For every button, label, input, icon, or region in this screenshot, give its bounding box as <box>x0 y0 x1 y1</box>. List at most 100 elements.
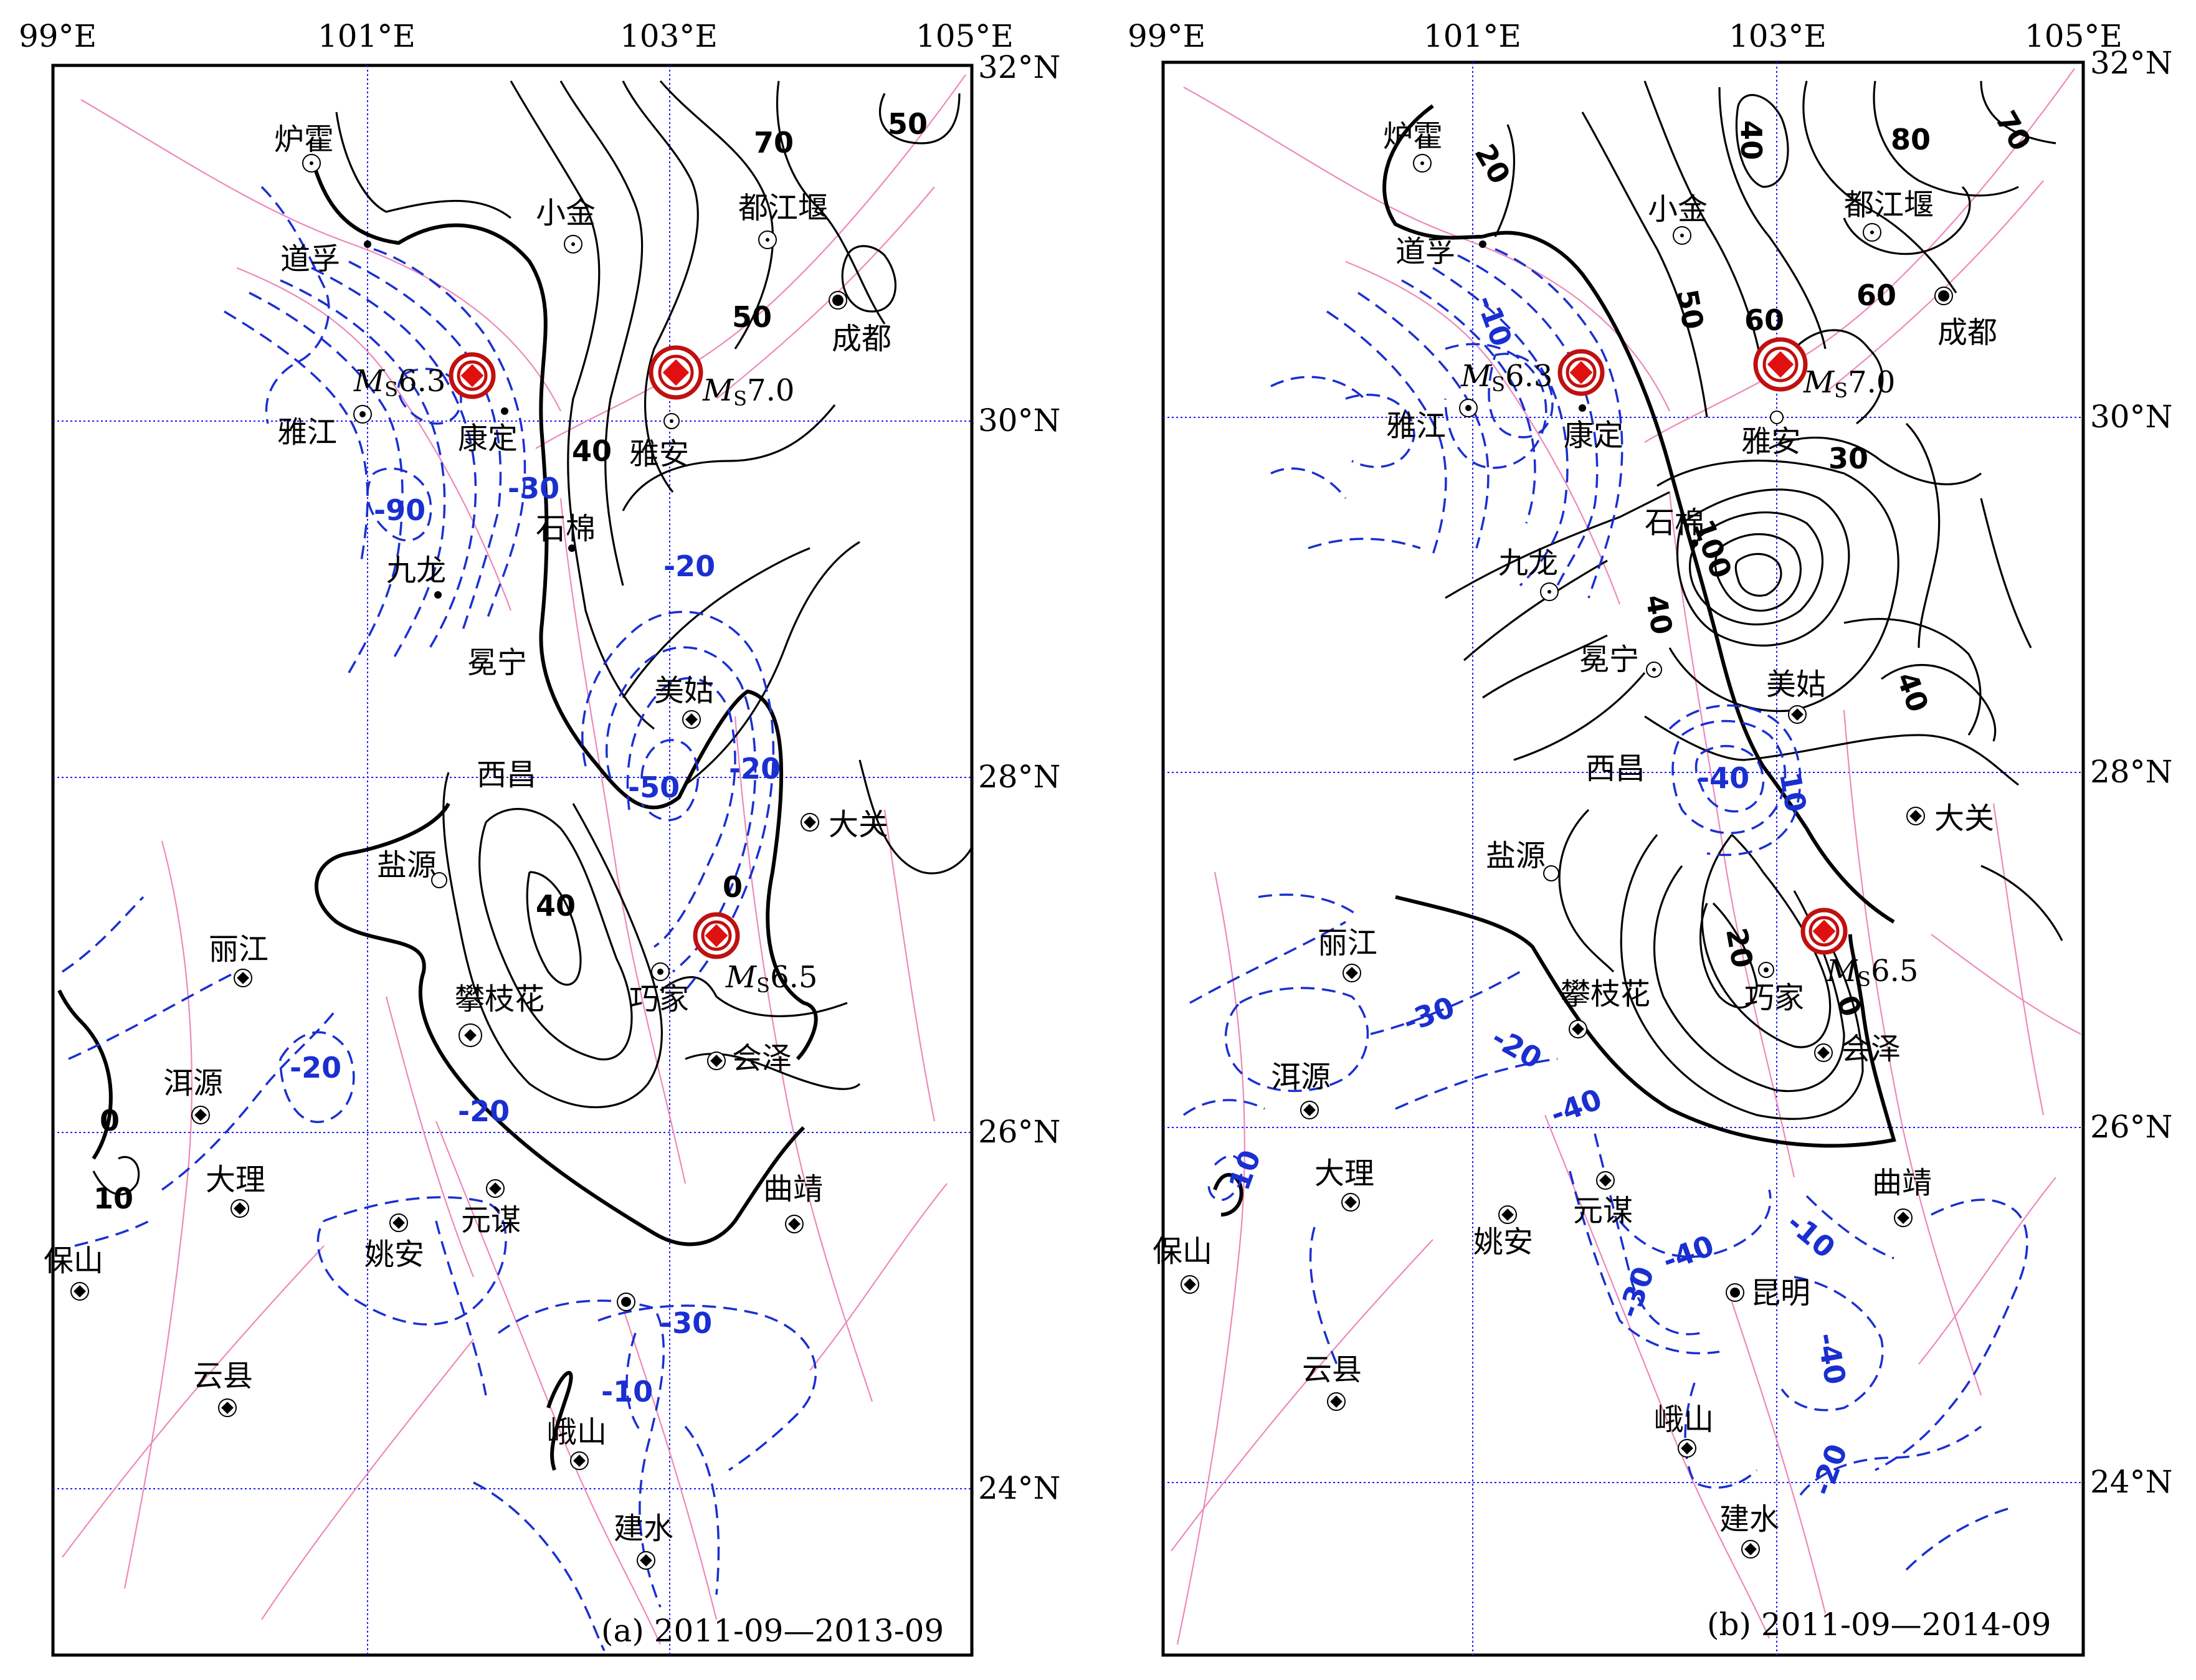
city-marker: 道孚 <box>280 240 371 277</box>
panel-a-positive-contours <box>57 80 973 1471</box>
panel-b-frame <box>1161 60 2085 1657</box>
city-marker: 大理 <box>206 1162 265 1218</box>
city-marker: 会泽 <box>707 1041 792 1076</box>
city-marker: 大关 <box>1906 801 1994 836</box>
city-marker: 雅江 <box>1386 399 1478 444</box>
svg-text:小金: 小金 <box>1648 192 1708 227</box>
svg-text:九龙: 九龙 <box>386 553 446 588</box>
contour-label: -20 <box>729 752 781 785</box>
earthquake-marker: MS7.0 <box>1753 337 1895 402</box>
svg-text:元谋: 元谋 <box>1573 1194 1633 1228</box>
panel-a-caption: (a) 2011-09—2013-09 <box>601 1613 944 1649</box>
svg-text:大关: 大关 <box>1934 801 1994 836</box>
panel-b-grid <box>1163 62 2083 1655</box>
city-marker: 攀枝花 <box>455 982 544 1047</box>
city-marker: 西昌 <box>477 757 536 792</box>
panel-a: 70 50 50 40 40 0 0 10 -30 -90 -20 -20 -5… <box>19 18 1060 1657</box>
svg-text:曲靖: 曲靖 <box>763 1172 823 1207</box>
panel-b-cities: 炉霍 道孚 小金 都江堰 成都 雅江 康定 雅安 石棉 九龙 冕宁 美姑 西昌 … <box>1153 119 1997 1559</box>
panel-a-earthquakes: MS6.3 MS7.0 MS6.5 <box>353 345 817 997</box>
city-marker: 小金 <box>536 196 596 254</box>
contour-label: -20 <box>458 1094 510 1128</box>
contour-label: -40 <box>1698 761 1749 795</box>
svg-text:雅江: 雅江 <box>1386 409 1446 444</box>
svg-text:MS6.3: MS6.3 <box>353 364 445 401</box>
svg-text:云县: 云县 <box>1302 1352 1362 1387</box>
lat-label: 28°N <box>978 759 1060 795</box>
city-marker: 道孚 <box>1395 234 1486 269</box>
svg-text:炉霍: 炉霍 <box>274 122 334 157</box>
panel-a-frame <box>51 64 974 1657</box>
svg-text:保山: 保山 <box>44 1243 103 1278</box>
panel-b-caption: (b) 2011-09—2014-09 <box>1707 1606 2051 1643</box>
svg-text:盐源: 盐源 <box>1486 838 1546 873</box>
contour-label: 20 <box>1719 926 1759 971</box>
city-marker: 冕宁 <box>1579 642 1662 678</box>
lat-label: 26°N <box>2090 1109 2172 1145</box>
earthquake-marker: MS6.3 <box>1460 349 1605 396</box>
svg-text:成都: 成都 <box>832 321 891 356</box>
svg-text:康定: 康定 <box>458 421 518 456</box>
city-marker: 小金 <box>1648 192 1708 245</box>
city-marker: 炉霍 <box>1383 119 1443 173</box>
svg-text:小金: 小金 <box>536 196 596 230</box>
svg-text:康定: 康定 <box>1564 418 1623 453</box>
contour-label: 40 <box>572 434 612 468</box>
svg-text:建水: 建水 <box>614 1511 673 1546</box>
city-marker: 保山 <box>44 1243 103 1301</box>
svg-text:会泽: 会泽 <box>732 1041 792 1076</box>
city-marker: 洱源 <box>163 1066 223 1124</box>
svg-text:MS6.5: MS6.5 <box>1826 954 1918 991</box>
city-marker: 康定 <box>1564 404 1623 453</box>
svg-text:大关: 大关 <box>829 807 888 842</box>
svg-text:冕宁: 冕宁 <box>467 645 527 680</box>
city-marker: 成都 <box>1934 287 1997 350</box>
city-marker: 西昌 <box>1585 751 1645 786</box>
city-marker: 曲靖 <box>763 1172 823 1233</box>
svg-text:九龙: 九龙 <box>1498 546 1558 581</box>
city-marker: 九龙 <box>1498 546 1559 601</box>
city-marker: 九龙 <box>386 553 446 599</box>
city-marker: 美姑 <box>1766 667 1826 724</box>
panel-a-negative-contours <box>62 186 817 1651</box>
contour-label: -90 <box>374 493 425 527</box>
svg-text:峨山: 峨山 <box>547 1415 607 1450</box>
city-marker: 大理 <box>1314 1156 1374 1212</box>
contour-label: 0 <box>100 1104 120 1137</box>
city-marker: 巧家 <box>1744 962 1804 1015</box>
svg-text:攀枝花: 攀枝花 <box>1561 977 1650 1012</box>
svg-text:冕宁: 冕宁 <box>1579 642 1639 677</box>
city-marker: 盐源 <box>377 848 447 888</box>
contour-label: 40 <box>1639 592 1679 637</box>
lon-label: 103°E <box>1729 18 1827 54</box>
svg-text:昆明: 昆明 <box>1751 1276 1810 1311</box>
svg-text:曲靖: 曲靖 <box>1872 1165 1932 1200</box>
contour-label: 60 <box>1744 303 1784 337</box>
city-marker: 美姑 <box>654 673 714 729</box>
svg-text:成都: 成都 <box>1937 315 1997 350</box>
contour-label: 60 <box>1856 278 1896 312</box>
lon-label: 101°E <box>1424 18 1521 54</box>
city-marker: 元谋 <box>1573 1171 1633 1228</box>
city-marker: 康定 <box>458 407 518 456</box>
svg-text:巧家: 巧家 <box>629 982 689 1017</box>
panel-b-positive-contours <box>1213 80 2063 1217</box>
lat-label: 24°N <box>2090 1464 2172 1500</box>
svg-text:大理: 大理 <box>1314 1156 1374 1191</box>
panel-a-cities: 炉霍 道孚 小金 都江堰 成都 雅江 康定 雅安 石棉 九龙 冕宁 美姑 西昌 … <box>44 122 891 1570</box>
contour-label: 40 <box>536 889 576 923</box>
contour-label: 30 <box>1828 442 1868 475</box>
contour-label: 10 <box>93 1182 133 1215</box>
svg-text:云县: 云县 <box>193 1359 253 1393</box>
lat-label: 24°N <box>978 1470 1060 1506</box>
contour-label: 50 <box>732 300 772 334</box>
city-marker: 洱源 <box>1271 1060 1331 1119</box>
earthquake-marker: MS6.3 <box>353 352 496 401</box>
city-marker: 炉霍 <box>274 122 334 173</box>
panel-b-earthquakes: MS6.3 MS7.0 MS6.5 <box>1460 337 1918 991</box>
lat-label: 30°N <box>978 402 1060 439</box>
lat-label: 28°N <box>2090 754 2172 790</box>
city-marker: 盐源 <box>1486 838 1559 881</box>
svg-text:石棉: 石棉 <box>536 511 596 546</box>
